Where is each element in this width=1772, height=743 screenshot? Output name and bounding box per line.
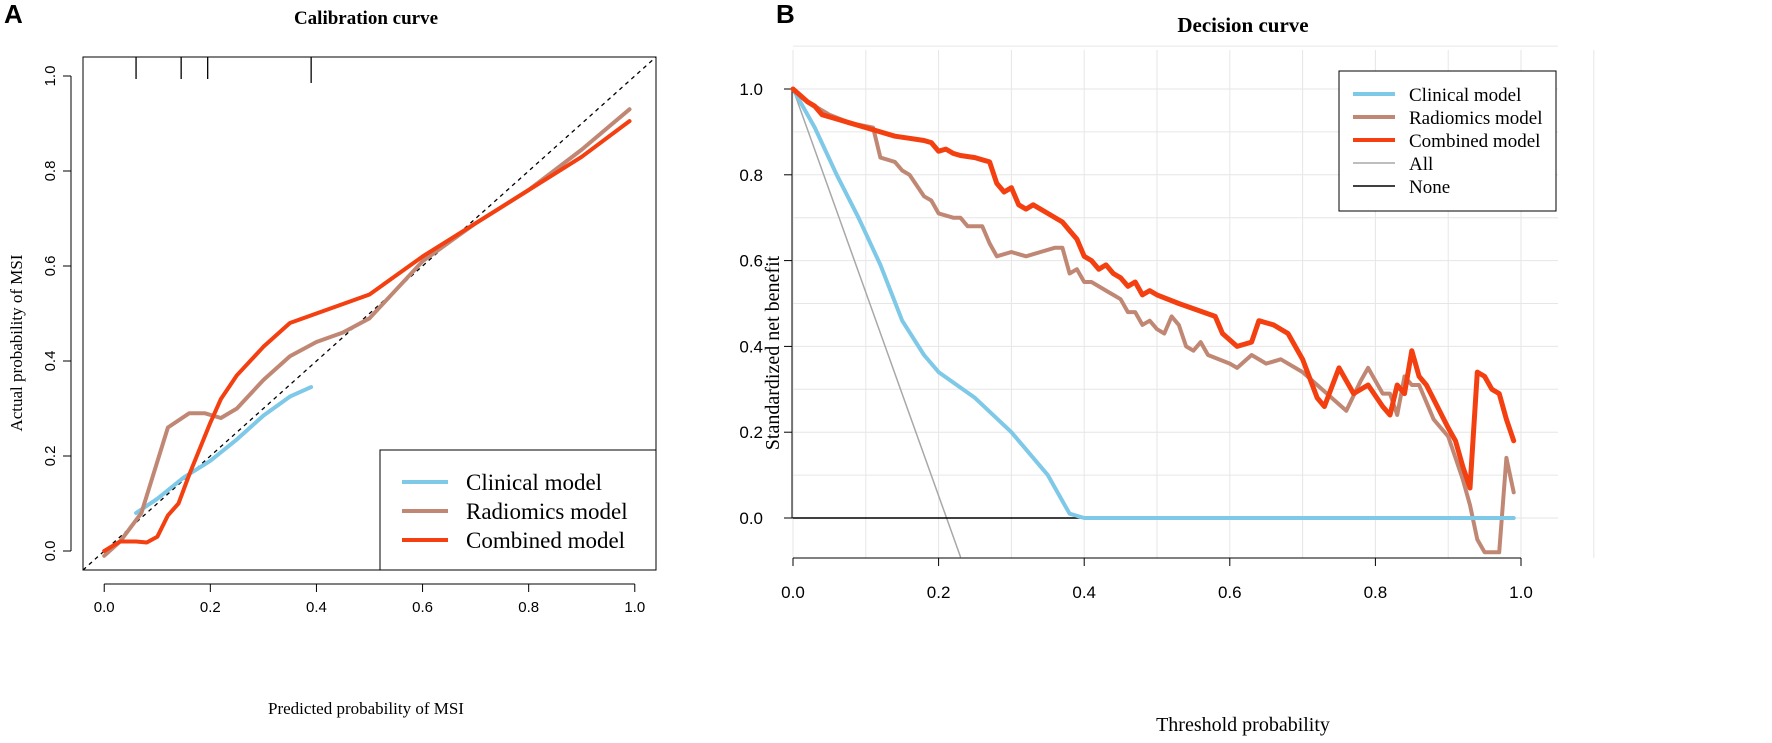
calibration-legend-label-radiomics-model: Radiomics model bbox=[466, 499, 628, 524]
decision-title: Decision curve bbox=[1177, 13, 1308, 37]
calibration-y-tick-label-3: 0.6 bbox=[42, 256, 59, 277]
calibration-legend-label-combined-model: Combined model bbox=[466, 528, 625, 553]
calibration-y-tick-label-4: 0.8 bbox=[42, 161, 59, 182]
decision-y-tick-label-3: 0.6 bbox=[739, 252, 763, 271]
decision-series-combined-model bbox=[790, 86, 1517, 491]
calibration-y-tick-label-0: 0.0 bbox=[42, 541, 59, 562]
calibration-y-tick-label-5: 1.0 bbox=[42, 66, 59, 87]
decision-legend-label-clinical-model: Clinical model bbox=[1409, 85, 1521, 106]
panel-a-letter: A bbox=[4, 0, 23, 29]
decision-x-tick-label-5: 1.0 bbox=[1509, 583, 1533, 602]
calibration-series-clinical-model bbox=[134, 385, 314, 515]
decision-x-tick-label-4: 0.8 bbox=[1364, 583, 1388, 602]
decision-y-tick-label-5: 1.0 bbox=[739, 80, 763, 99]
calibration-y-tick-label-1: 0.2 bbox=[42, 446, 59, 467]
panel-b-letter: B bbox=[776, 0, 795, 29]
calibration-x-tick-label-5: 1.0 bbox=[624, 599, 645, 616]
decision-y-tick-label-1: 0.2 bbox=[739, 423, 763, 442]
decision-ylabel: Standardized net benefit bbox=[762, 255, 784, 450]
decision-legend-label-radiomics-model: Radiomics model bbox=[1409, 108, 1543, 129]
calibration-x-tick-label-4: 0.8 bbox=[518, 599, 539, 616]
decision-x-tick-label-0: 0.0 bbox=[781, 583, 805, 602]
decision-x-tick-label-3: 0.6 bbox=[1218, 583, 1242, 602]
calibration-plot: 0.0 0.2 0.4 0.6 0.8 1.0 0.0 0.2 0.4 0.6 0.8 1.0 Clin… bbox=[42, 56, 657, 616]
decision-series-all bbox=[792, 88, 962, 558]
decision-x-tick-label-1: 0.2 bbox=[927, 583, 951, 602]
decision-legend-label-combined-model: Combined model bbox=[1409, 131, 1540, 152]
decision-x-tick-label-2: 0.4 bbox=[1072, 583, 1096, 602]
decision-plot: 0.0 0.2 0.4 0.6 0.8 1.0 0.0 0.2 0.4 0.6 0.8 1.0 Clin… bbox=[739, 45, 1595, 602]
decision-legend-label-none: None bbox=[1409, 177, 1450, 198]
calibration-legend-label-clinical-model: Clinical model bbox=[466, 470, 602, 495]
decision-y-tick-label-4: 0.8 bbox=[739, 166, 763, 185]
decision-series-clinical-model bbox=[791, 87, 1516, 520]
calibration-x-tick-label-2: 0.4 bbox=[306, 599, 327, 616]
decision-series-radiomics-model bbox=[791, 87, 1516, 555]
calibration-x-tick-label-0: 0.0 bbox=[94, 599, 115, 616]
calibration-ideal-diagonal bbox=[82, 56, 657, 571]
calibration-plot-frame bbox=[82, 56, 657, 571]
calibration-x-tick-label-1: 0.2 bbox=[200, 599, 221, 616]
decision-xlabel: Threshold probability bbox=[1156, 714, 1330, 736]
calibration-ylabel: Actual probability of MSI bbox=[7, 254, 26, 431]
calibration-y-tick-label-2: 0.4 bbox=[42, 351, 59, 372]
decision-legend-label-all: All bbox=[1409, 154, 1433, 175]
calibration-x-tick-label-3: 0.6 bbox=[412, 599, 433, 616]
decision-y-tick-label-2: 0.4 bbox=[739, 337, 763, 356]
calibration-title: Calibration curve bbox=[294, 8, 438, 29]
decision-y-tick-label-0: 0.0 bbox=[739, 509, 763, 528]
calibration-xlabel: Predicted probability of MSI bbox=[268, 699, 464, 718]
calibration-series-combined-model bbox=[102, 119, 632, 553]
